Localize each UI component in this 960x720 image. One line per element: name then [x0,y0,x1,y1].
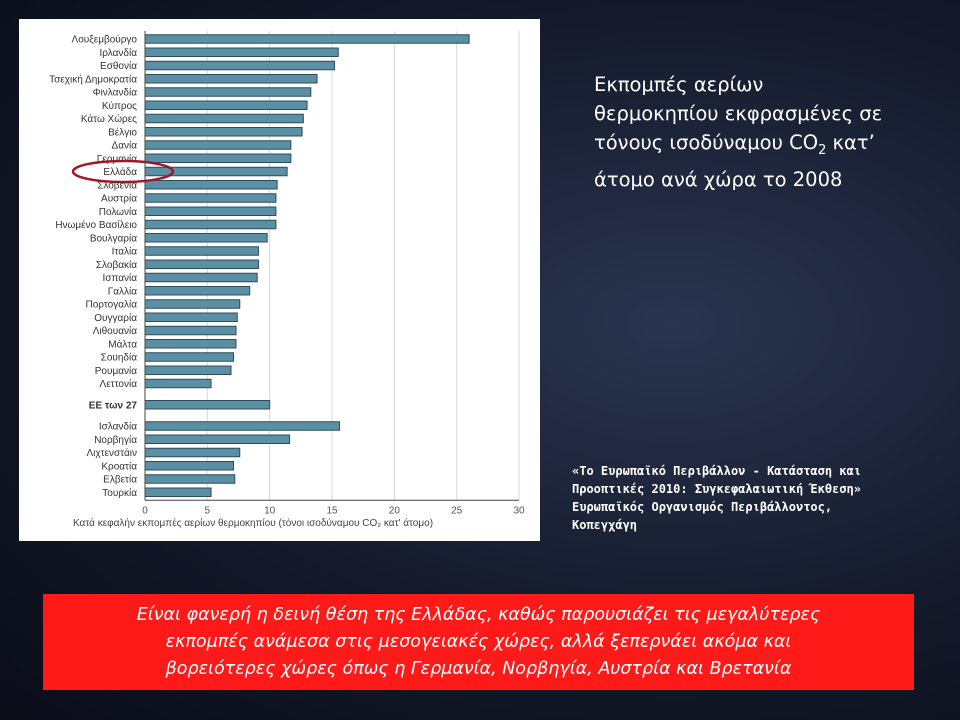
category-label: Ιταλία [112,246,138,258]
category-label: Τσεχική Δημοκρατία [49,73,137,85]
bar [144,400,271,410]
category-label: Γαλλία [108,285,138,297]
bar [144,47,339,57]
bar [144,312,238,322]
x-tick-label: 5 [205,505,211,516]
category-label: Πορτογαλία [86,299,138,311]
bar [144,180,278,190]
bar [144,166,288,177]
x-axis-title: Κατά κεφαλήν εκπομπές αερίων θερμοκηπίου… [73,517,433,529]
bar [144,193,277,203]
x-tick-label: 25 [451,505,463,516]
bar [144,378,212,389]
x-tick-label: 0 [142,505,148,516]
category-label: Ρουμανία [95,365,137,377]
title-line-3a: τόνους ισοδύναμου CO [594,131,819,154]
category-label: Κάτω Χώρες [81,113,137,125]
title-line-2: θερμοκηπίου εκφρασμένες σε [594,102,883,125]
category-label: Ελβετία [103,474,137,486]
bar [144,140,292,150]
x-tick-label: 10 [264,505,276,516]
category-label: Μάλτα [108,338,137,350]
category-label: Λεττονία [100,378,138,390]
bar [144,286,251,296]
slide-title: Εκπομπές αερίων θερμοκηπίου εκφρασμένες … [594,70,934,194]
bar [144,246,259,256]
bar [144,259,259,269]
bar [144,233,268,243]
chart-panel: Λουξεμβούργο Ιρλανδία Εσθονία Τσεχική Δημοκ… [19,19,540,541]
bar [144,100,308,110]
title-line-1: Εκπομπές αερίων [594,73,764,96]
category-label: Λιχτενστάιν [86,447,137,459]
bar [144,153,292,163]
bar [144,365,232,375]
conclusion-line-1: Είναι φανερή η δεινή θέση της Ελλάδας, κ… [136,604,821,625]
bar [144,113,304,124]
title-line-4: άτομο ανά χώρα το 2008 [594,167,843,191]
bar [144,325,237,336]
conclusion-line-2: εκπομπές ανάμεσα στις μεσογειακές χώρες,… [165,631,792,652]
conclusion-line-3: βορειότερες χώρες όπως η Γερμανία, Νορβη… [165,658,792,679]
bar [144,127,303,137]
x-tick-label: 20 [389,505,401,516]
bar [144,74,318,84]
highlight-circle [71,159,175,184]
bar [144,421,340,431]
bar [144,474,236,484]
title-line-3b: κατ’ [826,131,875,154]
category-label: ΕΕ των 27 [89,400,138,411]
bar [144,352,235,362]
category-label: Φινλανδία [93,87,138,99]
bar [144,206,277,216]
source-line-4: Κοπεγχάγη [572,518,638,532]
bar [144,461,235,471]
category-label: Ισπανία [103,272,138,284]
x-tick-label: 30 [513,505,525,516]
bar [144,60,335,71]
bar [144,434,291,444]
category-label: Λιθουανία [93,325,137,337]
category-label: Κροατία [101,460,137,472]
category-label: Ιρλανδία [100,47,138,59]
category-label: Τουρκία [102,487,137,499]
title-co2-subscript: 2 [818,142,827,158]
source-line-2: Προοπτικές 2010: Συγκεφαλαιωτική Έκθεση» [572,482,861,496]
category-label: Βέλγιο [108,126,137,138]
bar [144,87,312,97]
category-label: Εσθονία [100,60,137,72]
category-label: Ουγγαρία [94,312,137,324]
bar [144,487,212,497]
category-label: Ελλάδα [103,166,137,178]
category-label: Βουλγαρία [90,232,137,244]
x-tick-label: 15 [326,505,338,516]
bar [144,272,258,283]
category-label: Ισλανδία [99,421,137,433]
bar [144,34,470,44]
category-label: Λουξεμβούργο [72,34,138,46]
conclusion-box: Είναι φανερή η δεινή θέση της Ελλάδας, κ… [43,594,914,690]
category-label: Σλοβακία [96,259,137,271]
category-label: Δανία [112,140,138,152]
category-label: Κύπρος [102,100,137,112]
category-label: Πολωνία [99,206,137,218]
category-label: Αυστρία [101,193,137,205]
bar [144,219,277,230]
bar [144,339,237,349]
bar [144,299,241,309]
source-line-1: «Το Ευρωπαϊκό Περιβάλλον - Κατάσταση και [572,464,861,478]
category-label: Σλοβενία [97,179,137,191]
bar [144,447,241,458]
source-citation: «Το Ευρωπαϊκό Περιβάλλον - Κατάσταση και… [572,462,942,534]
source-line-3: Ευρωπαϊκός Οργανισμός Περιβάλλοντος, [572,500,833,514]
title-line-3: τόνους ισοδύναμου CO2 κατ’ [594,128,934,165]
category-label: Ηνωμένο Βασίλειο [55,219,137,231]
category-label: Σουηδία [101,352,138,364]
category-label: Νορβηγία [94,434,137,446]
